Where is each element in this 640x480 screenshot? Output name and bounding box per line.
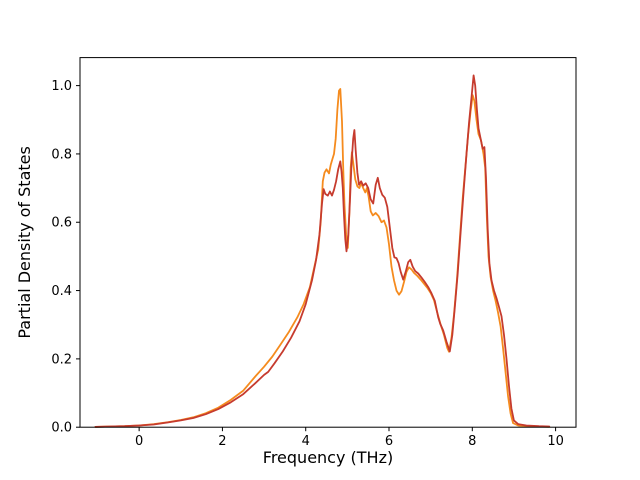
y-axis-label: Partial Density of States	[15, 146, 34, 338]
y-tick-label: 0.6	[51, 216, 72, 231]
x-tick-label: 10	[547, 434, 564, 449]
x-tick-label: 0	[135, 434, 143, 449]
y-axis: 0.0 0.2 0.4 0.6 0.8 1.0	[51, 79, 80, 436]
x-axis-label: Frequency (THz)	[263, 448, 393, 467]
x-tick-label: 4	[302, 434, 310, 449]
x-tick-label: 8	[468, 434, 476, 449]
y-tick-label: 0.0	[51, 421, 72, 436]
y-tick-label: 1.0	[51, 79, 72, 94]
y-tick-label: 0.2	[51, 352, 72, 367]
x-axis: 0 2 4 6 8 10	[135, 427, 564, 449]
x-tick-label: 6	[385, 434, 393, 449]
x-tick-label: 2	[218, 434, 226, 449]
pdos-red-line	[94, 74, 551, 428]
plot-frame	[79, 57, 577, 428]
y-tick-label: 0.8	[51, 147, 72, 162]
series-group	[94, 74, 551, 428]
y-tick-label: 0.4	[51, 284, 72, 299]
